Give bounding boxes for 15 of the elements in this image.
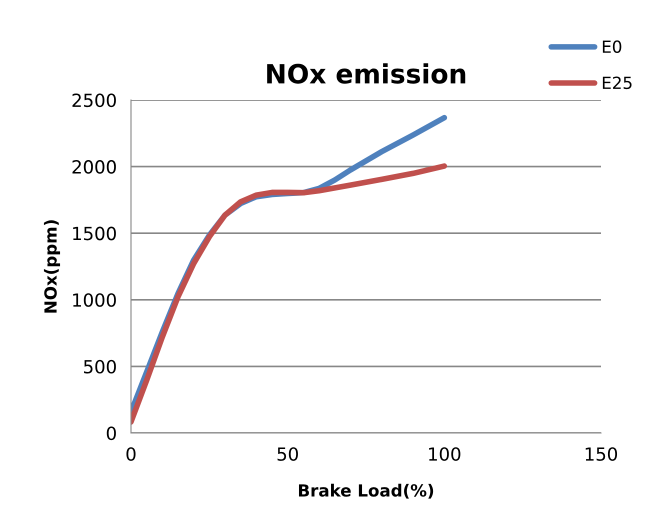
x-axis-title: Brake Load(%) — [298, 484, 434, 499]
x-tick-label: 150 — [586, 447, 618, 461]
x-tick-label: 50 — [278, 447, 298, 461]
x-tick-label: 100 — [429, 447, 460, 461]
y-tick-label: 2500 — [72, 93, 116, 108]
legend-label: E0 — [602, 40, 622, 53]
chart-title: NOx emission — [267, 63, 466, 84]
y-tick-label: 0 — [106, 426, 116, 440]
y-axis-title: NOx(ppm) — [44, 220, 60, 313]
y-tick-label: 1000 — [73, 293, 116, 307]
y-tick-label: 2000 — [72, 160, 116, 174]
y-tick-label: 500 — [84, 360, 116, 374]
legend-label: E25 — [602, 76, 632, 90]
y-tick-label: 1500 — [73, 226, 116, 240]
x-tick-label: 0 — [126, 447, 136, 461]
